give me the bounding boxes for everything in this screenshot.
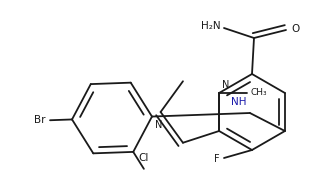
- Text: H₂N: H₂N: [201, 21, 221, 31]
- Text: N: N: [222, 80, 230, 90]
- Text: NH: NH: [232, 97, 247, 107]
- Text: Cl: Cl: [139, 153, 149, 163]
- Text: CH₃: CH₃: [250, 87, 267, 96]
- Text: N: N: [155, 120, 162, 130]
- Text: Br: Br: [33, 115, 45, 125]
- Text: O: O: [291, 24, 299, 34]
- Text: F: F: [215, 154, 220, 164]
